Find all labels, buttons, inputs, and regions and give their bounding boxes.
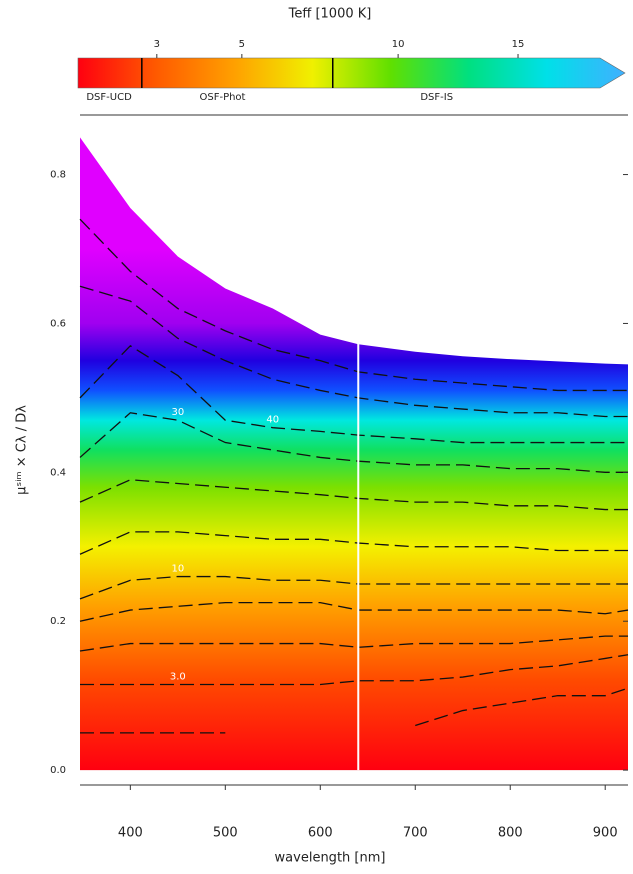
x-tick-label: 600 xyxy=(308,826,333,841)
contour-line xyxy=(80,687,629,734)
y-tick-label: 0.6 xyxy=(50,318,66,329)
contour-label: 3.0 xyxy=(170,672,186,683)
filled-area xyxy=(80,137,628,771)
colorbar-tick-label: 15 xyxy=(512,39,525,50)
colorbar-title: Teff [1000 K] xyxy=(288,7,372,22)
x-tick-label: 700 xyxy=(403,826,428,841)
x-tick-label: 500 xyxy=(213,826,238,841)
y-tick-label: 0.8 xyxy=(50,170,66,181)
colorbar-tick-label: 5 xyxy=(239,39,245,50)
colorbar-tick-label: 10 xyxy=(392,39,405,50)
x-axis-label: wavelength [nm] xyxy=(275,851,386,866)
contour-label: 10 xyxy=(171,564,184,575)
colorbar-region-label: OSF-Phot xyxy=(199,92,245,103)
x-tick-label: 400 xyxy=(118,826,143,841)
y-tick-label: 0.4 xyxy=(50,467,66,478)
y-axis-label: μˢⁱᵐ × Cλ / Dλ xyxy=(15,405,30,495)
x-tick-label: 900 xyxy=(593,826,618,841)
y-tick-label: 0.2 xyxy=(50,616,66,627)
colorbar-tick-label: 3 xyxy=(154,39,160,50)
colorbar-region-label: DSF-UCD xyxy=(86,92,132,103)
colorbar xyxy=(77,57,626,89)
contour-label: 40 xyxy=(266,415,279,426)
contour-label: 30 xyxy=(171,407,184,418)
x-tick-label: 800 xyxy=(498,826,523,841)
colorbar-region-label: DSF-IS xyxy=(420,92,453,103)
y-tick-label: 0.0 xyxy=(50,765,66,776)
